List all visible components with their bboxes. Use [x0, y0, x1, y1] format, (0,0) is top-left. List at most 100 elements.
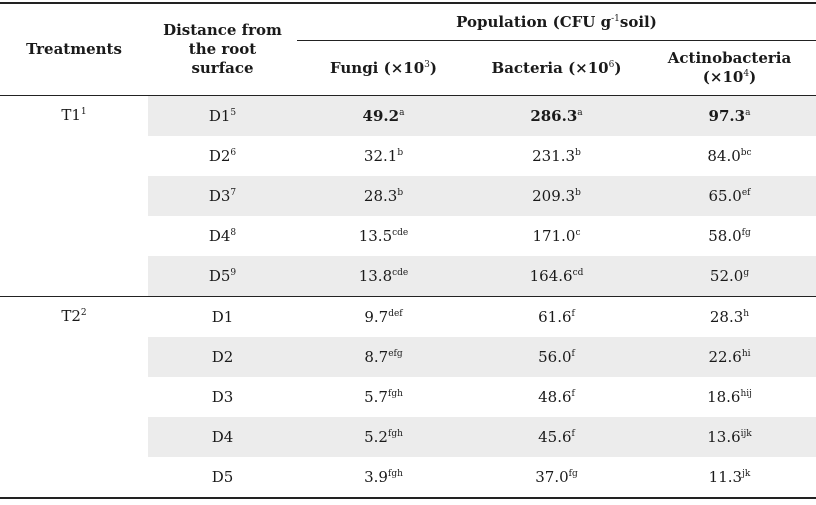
header-actino-line1: Actinobacteria: [667, 49, 792, 67]
cell-fungi-letter: b: [397, 187, 404, 198]
cell-bacteria: 164.6cd: [470, 257, 643, 297]
cell-fungi: 8.7efg: [297, 337, 470, 377]
cell-bacteria-value: 231.3: [532, 146, 576, 165]
cell-distance-value: D2: [208, 146, 231, 165]
header-population-tail: soil): [619, 12, 657, 31]
header-actino-tail: ): [749, 68, 757, 86]
cell-actino-letter: bc: [740, 147, 752, 158]
cell-bacteria: 45.6f: [470, 418, 643, 458]
cell-bacteria-value: 286.3: [530, 106, 578, 125]
cell-fungi-letter: efg: [388, 348, 403, 359]
cell-distance: D48: [148, 217, 297, 257]
cell-actino-letter: g: [743, 268, 750, 279]
row-shade-t1-d3: [148, 176, 816, 216]
cell-bacteria: 48.6f: [470, 377, 643, 417]
cell-actino: 18.6hij: [643, 377, 816, 417]
cell-bacteria-letter: b: [575, 147, 581, 158]
cell-fungi-letter: def: [388, 308, 403, 319]
cell-actino: 65.0ef: [643, 176, 816, 216]
header-population: Population (CFU g-1soil): [297, 4, 816, 40]
cell-fungi-value: 49.2: [362, 106, 400, 125]
cell-actino: 28.3h: [643, 297, 816, 337]
row-shade-t2-d2: [148, 337, 816, 377]
cell-bacteria-letter: f: [571, 308, 575, 319]
row-shade-t1-d5: [148, 256, 816, 296]
header-population-sup: -1: [611, 13, 620, 24]
cell-distance-value: D1: [208, 106, 231, 125]
cell-distance-value: D5: [211, 468, 234, 487]
cell-fungi-value: 3.9: [364, 468, 388, 487]
cell-actino-value: 52.0: [709, 267, 744, 286]
cell-distance: D37: [148, 176, 297, 216]
cell-actino-value: 65.0: [708, 186, 742, 205]
cell-fungi-letter: fgh: [387, 388, 403, 399]
cell-distance-value: D5: [208, 267, 231, 286]
treatment-t2-sup: 2: [80, 308, 87, 318]
cell-bacteria: 286.3a: [470, 96, 643, 136]
cell-bacteria-letter: f: [571, 429, 575, 440]
cell-bacteria-letter: b: [575, 187, 581, 198]
cell-distance: D15: [148, 96, 297, 136]
cell-actino: 84.0bc: [643, 136, 816, 176]
cell-bacteria-value: 56.0: [538, 347, 572, 366]
cell-bacteria: 61.6f: [470, 297, 643, 337]
cell-bacteria-value: 45.6: [538, 428, 572, 447]
cell-bacteria: 171.0c: [470, 217, 643, 257]
cell-actino: 97.3a: [643, 96, 816, 136]
cell-distance-letter: 7: [230, 187, 237, 198]
cell-fungi-value: 28.3: [363, 186, 398, 205]
header-actino-line2: (×10: [702, 68, 744, 86]
cell-actino: 58.0fg: [643, 217, 816, 257]
cell-fungi-letter: b: [397, 147, 404, 158]
cell-distance: D3: [148, 377, 297, 417]
cell-fungi-letter: cde: [392, 228, 409, 239]
cell-distance-letter: 9: [230, 268, 237, 279]
cell-fungi: 13.5cde: [297, 217, 470, 257]
cell-bacteria-letter: f: [571, 348, 575, 359]
header-bacteria-tail: ): [614, 58, 622, 77]
header-actinobacteria: Actinobacteria (×104): [643, 41, 816, 95]
row-shade-t1-d1: [148, 96, 816, 136]
header-bacteria-sup: 6: [608, 59, 615, 70]
cell-distance-value: D4: [211, 428, 234, 447]
header-fungi-text: Fungi (×10: [330, 58, 425, 77]
cell-actino-value: 18.6: [707, 387, 741, 406]
cell-actino-value: 28.3: [709, 307, 744, 326]
group-separator-rule: [0, 296, 816, 297]
cell-fungi-letter: fgh: [387, 429, 403, 440]
cell-distance-letter: 5: [230, 107, 237, 118]
cell-distance-letter: 6: [230, 147, 237, 158]
cell-fungi: 3.9fgh: [297, 458, 470, 498]
cell-bacteria: 231.3b: [470, 136, 643, 176]
cell-actino-value: 22.6: [708, 347, 742, 366]
cell-actino-letter: h: [743, 308, 750, 319]
header-actino-sup: 4: [743, 69, 750, 79]
header-fungi-tail: ): [429, 58, 437, 77]
cell-actino-value: 97.3: [708, 106, 746, 125]
header-bottom-rule: [0, 95, 816, 96]
cell-distance-letter: 8: [230, 228, 237, 239]
cell-distance: D1: [148, 297, 297, 337]
cell-distance: D26: [148, 136, 297, 176]
header-bacteria-text: Bacteria (×10: [491, 58, 609, 77]
cell-fungi: 49.2a: [297, 96, 470, 136]
cell-bacteria-value: 171.0: [532, 227, 576, 246]
cell-bacteria-letter: f: [571, 388, 575, 399]
cell-distance: D59: [148, 257, 297, 297]
cell-fungi: 28.3b: [297, 176, 470, 216]
treatment-t2: T22: [0, 307, 148, 325]
cell-fungi-value: 32.1: [363, 146, 398, 165]
top-rule: [0, 2, 816, 4]
cell-bacteria: 209.3b: [470, 176, 643, 216]
cell-fungi-letter: cde: [392, 268, 409, 279]
header-fungi: Fungi (×103): [297, 41, 470, 95]
cell-bacteria-value: 209.3: [532, 186, 576, 205]
cell-distance-value: D1: [211, 307, 234, 326]
cell-distance-value: D3: [211, 387, 234, 406]
cell-fungi: 13.8cde: [297, 257, 470, 297]
cell-actino-letter: ijk: [740, 429, 752, 440]
cell-distance: D5: [148, 458, 297, 498]
cell-fungi-value: 8.7: [364, 347, 389, 366]
cell-fungi-letter: a: [399, 107, 405, 118]
